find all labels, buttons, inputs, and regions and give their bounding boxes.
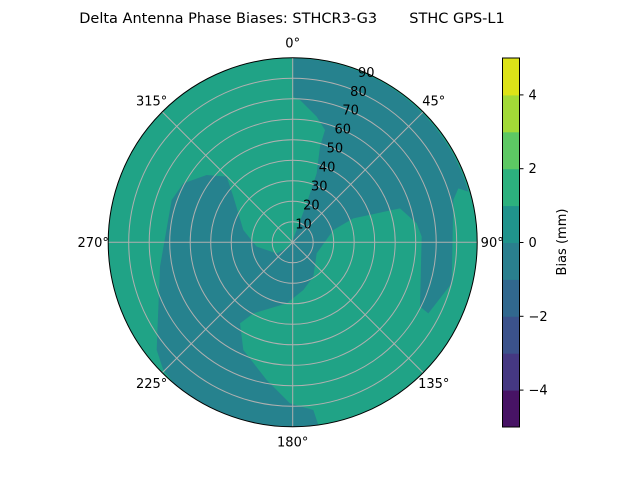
r-tick-label: 10: [295, 217, 312, 232]
r-tick-label: 20: [303, 198, 320, 213]
grid-spoke: [292, 111, 424, 243]
colorbar-tick-label: −4: [529, 384, 548, 399]
colorbar-label: Bias (mm): [555, 209, 570, 276]
theta-tick-labels: 0° 45° 90° 135° 180° 225° 270° 315°: [78, 36, 504, 450]
r-tick-label: 70: [342, 104, 359, 119]
grid-spoke: [161, 111, 294, 243]
colorbar-band: [502, 390, 520, 428]
colorbar-band: [502, 58, 520, 96]
r-tick-label: 40: [319, 161, 336, 176]
colorbar: −4 −2 0 2 4: [502, 57, 548, 428]
r-tick-labels: 10 20 30 40 50 60 70 80 90: [295, 66, 374, 233]
theta-tick-label: 270°: [78, 236, 109, 251]
theta-tick-label: 315°: [136, 95, 167, 110]
polar-grid: [108, 57, 478, 427]
colorbar-band: [502, 279, 520, 317]
colorbar-band: [502, 205, 520, 243]
theta-tick-label: 0°: [285, 36, 300, 51]
theta-tick-label: 45°: [422, 95, 445, 110]
colorbar-band: [502, 94, 520, 133]
r-tick-label: 60: [334, 123, 351, 138]
colorbar-band: [502, 353, 520, 391]
chart-title: Delta Antenna Phase Biases: STHCR3-G3 ST…: [79, 11, 504, 27]
colorbar-band: [502, 168, 520, 207]
polar-frame: [107, 57, 478, 428]
r-tick-label: 50: [327, 142, 344, 157]
colorbar-band: [502, 242, 520, 280]
colorbar-tick-label: −2: [529, 310, 548, 325]
colorbar-tick-label: 4: [529, 88, 537, 103]
colorbar-band: [502, 131, 520, 170]
r-tick-label: 90: [358, 66, 375, 81]
colorbar-tick-label: 0: [529, 236, 537, 251]
grid-spoke: [161, 241, 294, 374]
r-tick-label: 30: [311, 179, 328, 194]
theta-tick-label: 225°: [136, 377, 167, 392]
r-tick-label: 80: [350, 85, 367, 100]
theta-tick-label: 180°: [277, 435, 308, 450]
theta-tick-label: 135°: [418, 377, 449, 392]
colorbar-band: [502, 316, 520, 354]
grid-spoke: [292, 241, 424, 374]
colorbar-tick-label: 2: [529, 162, 537, 177]
theta-tick-label: 90°: [481, 236, 504, 251]
